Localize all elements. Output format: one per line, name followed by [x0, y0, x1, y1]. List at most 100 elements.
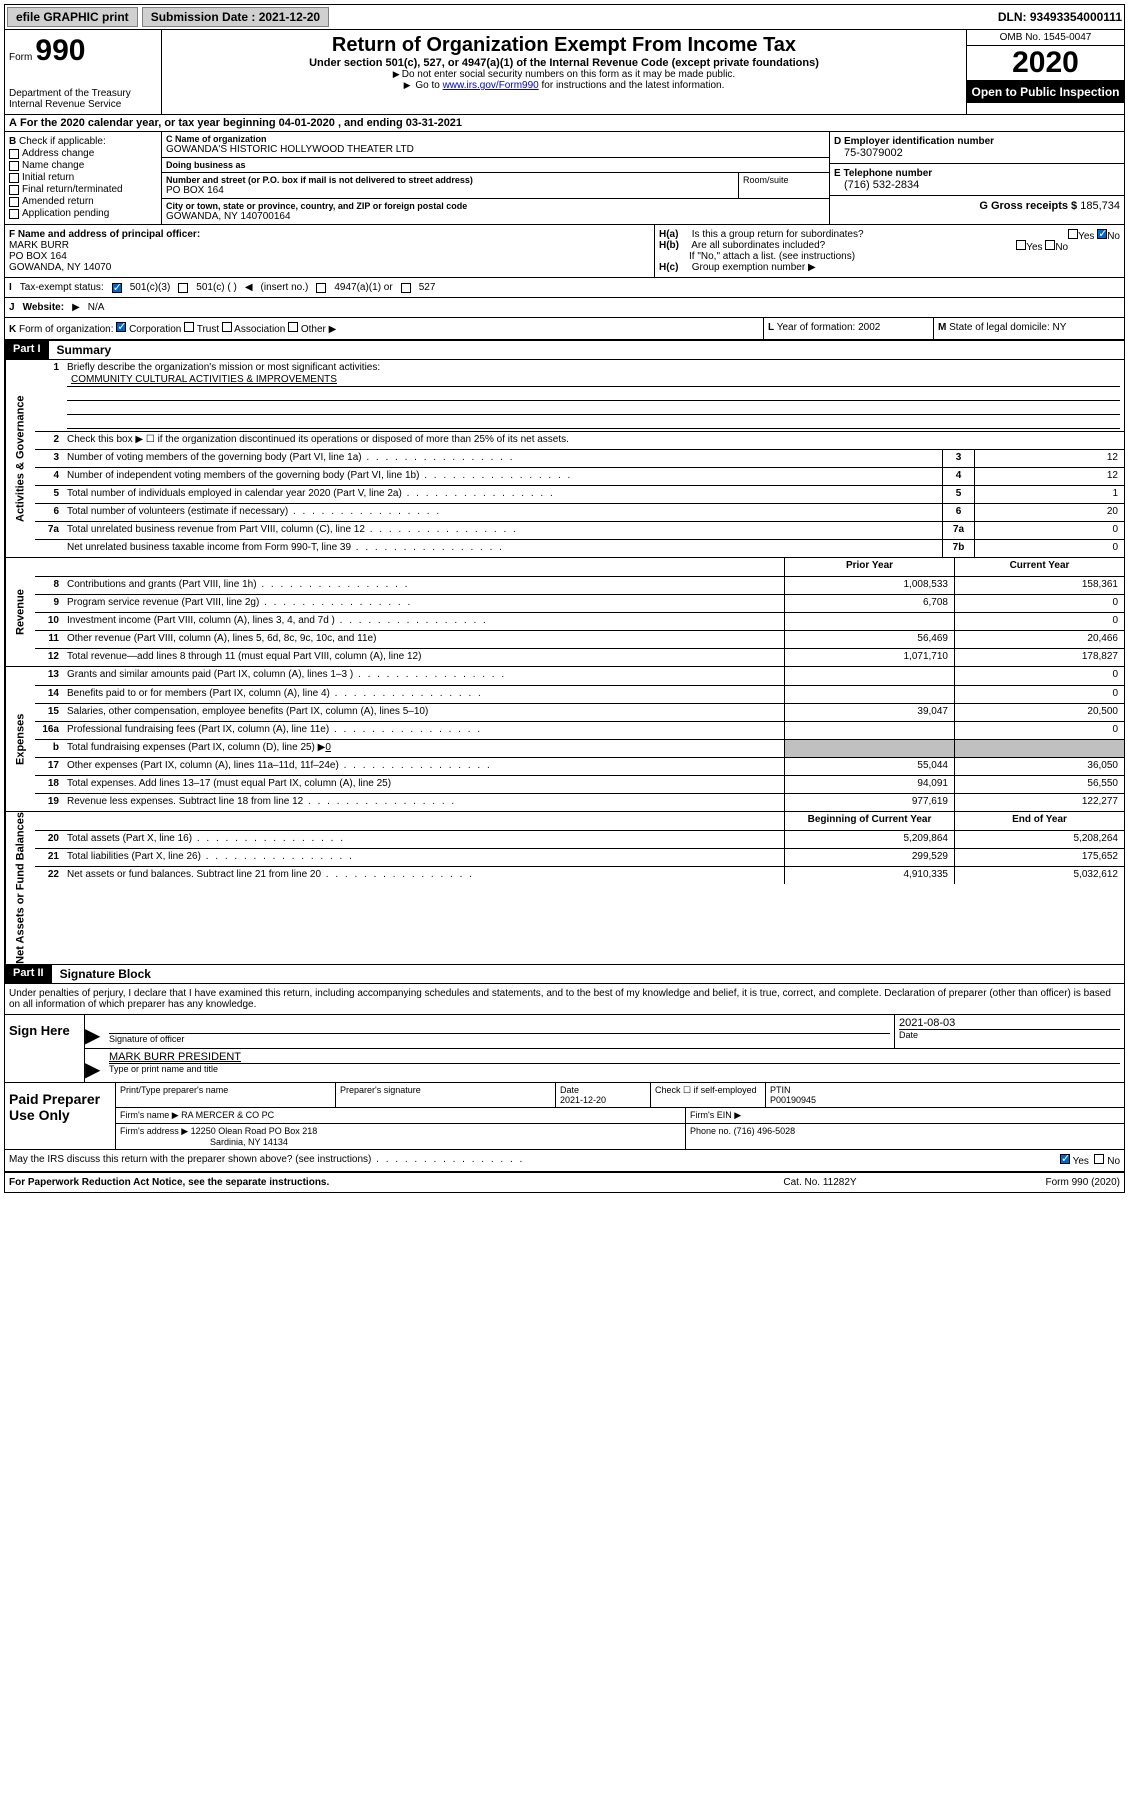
- revenue-section: Revenue Prior YearCurrent Year 8Contribu…: [4, 558, 1125, 667]
- line8-prior: 1,008,533: [784, 577, 954, 594]
- line17-current: 36,050: [954, 758, 1124, 775]
- line10-current: 0: [954, 613, 1124, 630]
- mission-text: COMMUNITY CULTURAL ACTIVITIES & IMPROVEM…: [67, 373, 1120, 387]
- right-info-column: D Employer identification number 75-3079…: [829, 132, 1124, 224]
- line22-current: 5,032,612: [954, 867, 1124, 884]
- address-change-checkbox[interactable]: [9, 149, 19, 159]
- beginning-year-header: Beginning of Current Year: [784, 812, 954, 830]
- line19-current: 122,277: [954, 794, 1124, 811]
- form990-link[interactable]: www.irs.gov/Form990: [443, 80, 539, 91]
- main-title: Return of Organization Exempt From Incom…: [166, 34, 962, 57]
- city-label: City or town, state or province, country…: [166, 201, 825, 211]
- section-a-tax-period: A For the 2020 calendar year, or tax yea…: [4, 115, 1125, 132]
- city-value: GOWANDA, NY 140700164: [166, 211, 825, 222]
- part2-subtitle: Signature Block: [52, 965, 159, 983]
- gross-receipts-label: G Gross receipts $: [979, 200, 1077, 212]
- officer-name-title: MARK BURR PRESIDENT: [109, 1051, 1120, 1063]
- line18-current: 56,550: [954, 776, 1124, 793]
- form-org-row: K Form of organization: Corporation Trus…: [4, 318, 1125, 340]
- firm-city: Sardinia, NY 14134: [120, 1137, 288, 1147]
- trust-checkbox[interactable]: [184, 322, 194, 332]
- part1-subtitle: Summary: [49, 341, 120, 359]
- department-label: Department of the Treasury Internal Reve…: [9, 88, 157, 110]
- officer-name: MARK BURR: [9, 240, 69, 251]
- part1-header: Part I: [5, 341, 49, 359]
- line12-current: 178,827: [954, 649, 1124, 666]
- form-header: Form 990 Department of the Treasury Inte…: [4, 30, 1125, 115]
- line9-current: 0: [954, 595, 1124, 612]
- street-label: Number and street (or P.O. box if mail i…: [166, 175, 734, 185]
- discuss-question: May the IRS discuss this return with the…: [9, 1154, 524, 1167]
- signature-date: 2021-08-03: [899, 1017, 1120, 1029]
- line16b-value: 0: [325, 742, 331, 753]
- line21-prior: 299,529: [784, 849, 954, 866]
- expenses-section: Expenses 13Grants and similar amounts pa…: [4, 667, 1125, 812]
- line12-prior: 1,071,710: [784, 649, 954, 666]
- amended-return-checkbox[interactable]: [9, 197, 19, 207]
- line16a-current: 0: [954, 722, 1124, 739]
- name-change-checkbox[interactable]: [9, 161, 19, 171]
- line8-current: 158,361: [954, 577, 1124, 594]
- line15-current: 20,500: [954, 704, 1124, 721]
- tax-year: 2020: [967, 46, 1124, 81]
- final-return-checkbox[interactable]: [9, 185, 19, 195]
- form-number: 990: [35, 34, 85, 67]
- omb-number: OMB No. 1545-0047: [967, 30, 1124, 46]
- instruction-1: Do not enter social security numbers on …: [166, 69, 962, 80]
- officer-box: F Name and address of principal officer:…: [5, 225, 655, 277]
- line20-prior: 5,209,864: [784, 831, 954, 848]
- preparer-name-label: Print/Type preparer's name: [116, 1083, 336, 1107]
- line7b-value: 0: [974, 540, 1124, 557]
- corporation-checkbox[interactable]: [116, 322, 126, 332]
- activities-governance-label: Activities & Governance: [5, 360, 35, 557]
- phone-label: E Telephone number: [834, 168, 1120, 179]
- dln-label: DLN: 93493354000111: [998, 10, 1122, 24]
- line3-value: 12: [974, 450, 1124, 467]
- 501c-checkbox[interactable]: [178, 283, 188, 293]
- name-title-label: Type or print name and title: [109, 1063, 1120, 1074]
- hb-yes-checkbox[interactable]: [1016, 240, 1026, 250]
- form-version: Form 990 (2020): [920, 1177, 1120, 1188]
- org-name-label: C Name of organization: [166, 134, 825, 144]
- line21-current: 175,652: [954, 849, 1124, 866]
- discuss-yes-checkbox[interactable]: [1060, 1154, 1070, 1164]
- footer: For Paperwork Reduction Act Notice, see …: [4, 1173, 1125, 1193]
- activities-governance-section: Activities & Governance 1 Briefly descri…: [4, 360, 1125, 558]
- line19-prior: 977,619: [784, 794, 954, 811]
- prior-year-header: Prior Year: [784, 558, 954, 576]
- submission-date-button[interactable]: Submission Date : 2021-12-20: [142, 7, 329, 27]
- instruction-2: Go to www.irs.gov/Form990 for instructio…: [166, 80, 962, 91]
- line5-value: 1: [974, 486, 1124, 503]
- name-arrow-icon: ▶: [85, 1049, 105, 1082]
- application-pending-checkbox[interactable]: [9, 209, 19, 219]
- title-box: Return of Organization Exempt From Incom…: [162, 30, 967, 114]
- signature-arrow-icon: ▶: [85, 1015, 105, 1048]
- line10-prior: [784, 613, 954, 630]
- current-year-header: Current Year: [954, 558, 1124, 576]
- line9-prior: 6,708: [784, 595, 954, 612]
- catalog-number: Cat. No. 11282Y: [720, 1177, 920, 1188]
- 501c3-checkbox[interactable]: [112, 283, 122, 293]
- officer-group-row: F Name and address of principal officer:…: [4, 225, 1125, 278]
- ha-yes-checkbox[interactable]: [1068, 229, 1078, 239]
- sign-here-label: Sign Here: [5, 1015, 85, 1082]
- expenses-label: Expenses: [5, 667, 35, 811]
- 4947-checkbox[interactable]: [316, 283, 326, 293]
- hb-no-checkbox[interactable]: [1045, 240, 1055, 250]
- officer-addr1: PO BOX 164: [9, 251, 67, 262]
- line20-current: 5,208,264: [954, 831, 1124, 848]
- line22-prior: 4,910,335: [784, 867, 954, 884]
- date-label: Date: [899, 1029, 1120, 1040]
- ha-no-checkbox[interactable]: [1097, 229, 1107, 239]
- line16b-prior-shaded: [784, 740, 954, 757]
- signature-section: Under penalties of perjury, I declare th…: [4, 984, 1125, 1173]
- discuss-no-checkbox[interactable]: [1094, 1154, 1104, 1164]
- year-formation: 2002: [858, 322, 880, 333]
- line15-prior: 39,047: [784, 704, 954, 721]
- street-value: PO BOX 164: [166, 185, 734, 196]
- 527-checkbox[interactable]: [401, 283, 411, 293]
- initial-return-checkbox[interactable]: [9, 173, 19, 183]
- other-checkbox[interactable]: [288, 322, 298, 332]
- association-checkbox[interactable]: [222, 322, 232, 332]
- efile-button[interactable]: efile GRAPHIC print: [7, 7, 138, 27]
